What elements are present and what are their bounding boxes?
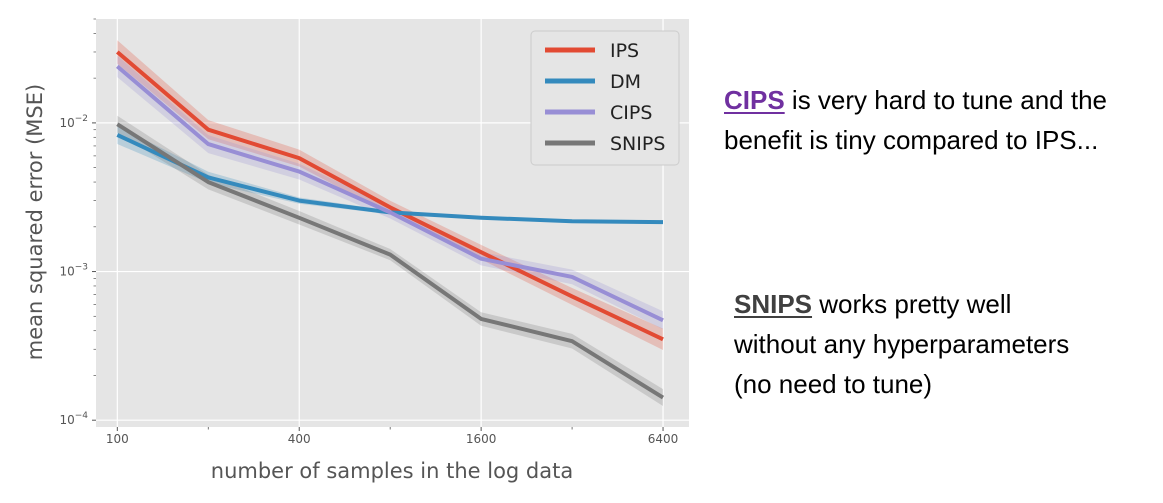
snips-note-line2: without any hyperparameters (734, 329, 1070, 359)
x-axis-label: number of samples in the log data (211, 459, 573, 483)
x-tick-label-0: 100 (106, 432, 129, 446)
legend-box (530, 30, 680, 166)
y-axis-label: mean squared error (MSE) (23, 84, 47, 360)
band-snips (117, 115, 664, 406)
cips-note: CIPS is very hard to tune and the benefi… (724, 80, 1154, 160)
snips-note-line3: (no need to tune) (734, 369, 933, 399)
band-cips (117, 55, 664, 330)
x-tick-label-3: 6400 (648, 432, 679, 446)
y-tick-label-2: 10−4 (59, 411, 88, 427)
y-axis-ticks: 10−2 10−3 10−4 (59, 18, 96, 427)
legend-label-snips: SNIPS (610, 133, 665, 155)
mse-line-chart: 100 400 1600 6400 10−2 10−3 10−4 number of sa… (23, 18, 689, 483)
series-line-cips (116, 64, 664, 323)
legend-label-dm: DM (610, 71, 641, 93)
series-line-snips (116, 122, 665, 400)
cips-note-text: is very hard to tune and the benefit is … (724, 85, 1107, 155)
y-tick-label-1: 10−3 (59, 263, 88, 279)
cips-note-highlight: CIPS (724, 85, 785, 115)
legend-label-ips: IPS (610, 40, 639, 62)
snips-note-line1: works pretty well (812, 289, 1012, 319)
snips-note: SNIPS works pretty well without any hype… (734, 284, 1154, 404)
legend-label-cips: CIPS (610, 102, 652, 124)
x-axis-ticks: 100 400 1600 6400 (106, 427, 678, 446)
snips-note-highlight: SNIPS (734, 289, 813, 319)
y-tick-label-0: 10−2 (59, 114, 88, 130)
x-tick-label-1: 400 (288, 432, 311, 446)
series-line-ips (116, 50, 664, 342)
x-tick-label-2: 1600 (466, 432, 497, 446)
series-lines (116, 50, 665, 400)
legend: IPS DM CIPS SNIPS (530, 30, 680, 166)
